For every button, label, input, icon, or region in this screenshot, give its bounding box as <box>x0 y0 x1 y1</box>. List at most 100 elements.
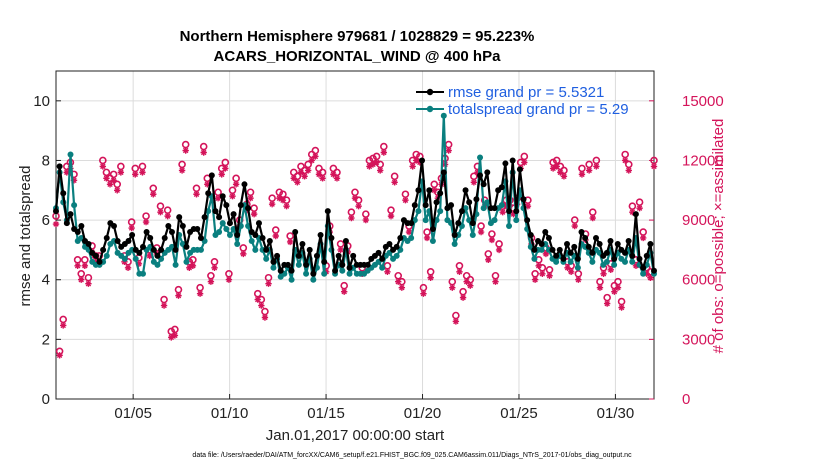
rmse-point <box>506 208 513 215</box>
obs-assimilated-point <box>499 208 506 216</box>
rmse-point <box>129 232 136 238</box>
obs-possible-point <box>261 307 269 316</box>
rmse-point <box>629 252 636 259</box>
totalspread-point <box>506 223 513 230</box>
obs-assimilated-point <box>535 262 542 270</box>
totalspread-point <box>408 234 415 241</box>
totalspread-point <box>440 112 447 119</box>
totalspread-point <box>270 264 277 271</box>
rmse-point <box>419 157 426 164</box>
obs-assimilated-point <box>488 236 496 244</box>
obs-possible-point <box>73 256 82 264</box>
rmse-point <box>342 237 349 244</box>
rmse-point <box>582 234 589 241</box>
totalspread-point <box>451 240 458 247</box>
totalspread-point <box>531 255 538 262</box>
obs-possible-point <box>484 250 493 258</box>
rmse-point <box>219 193 226 200</box>
obs-assimilated-point <box>589 214 596 222</box>
obs-assimilated-point <box>229 193 236 200</box>
obs-assimilated-point <box>384 268 391 275</box>
rmse-point <box>96 258 103 265</box>
totalspread-point <box>480 205 487 212</box>
obs-assimilated-point <box>636 204 643 212</box>
totalspread-point <box>429 237 436 244</box>
obs-assimilated-point <box>614 284 622 291</box>
obs-assimilated-point <box>528 240 535 248</box>
rmse-point <box>259 234 266 241</box>
obs-assimilated-point <box>603 300 611 307</box>
rmse-point <box>567 249 574 256</box>
obs-possible-point <box>286 232 294 240</box>
rmse-point <box>110 223 117 230</box>
obs-assimilated-point <box>225 276 233 283</box>
obs-assimilated-point <box>132 171 139 178</box>
obs-assimilated-point <box>106 181 114 188</box>
rmse-point <box>560 255 567 262</box>
obs-possible-point <box>455 262 464 270</box>
obs-assimilated-point <box>445 147 452 154</box>
totalspread-point <box>103 252 110 259</box>
left-tick-label: 0 <box>42 391 50 408</box>
rmse-point <box>299 240 306 247</box>
rmse-point <box>545 234 552 241</box>
obs-possible-point <box>163 206 172 214</box>
obs-assimilated-point <box>391 179 398 186</box>
obs-assimilated-point <box>56 352 63 359</box>
obs-assimilated-point <box>402 197 409 204</box>
rmse-point <box>411 202 418 209</box>
obs-assimilated-point <box>121 258 128 266</box>
obs-assimilated-point <box>639 234 647 242</box>
obs-assimilated-point <box>81 262 89 270</box>
obs-possible-point <box>81 256 89 264</box>
obs-assimilated-point <box>366 163 373 170</box>
obs-assimilated-point <box>553 163 560 170</box>
rmse-point <box>255 220 262 227</box>
rmse-point <box>288 267 295 274</box>
rmse-line <box>54 159 656 275</box>
obs-possible-point <box>380 142 388 151</box>
obs-possible-point <box>196 283 204 292</box>
right-axis-label: # of obs: o=possible; ×=assimilated <box>710 119 727 354</box>
legend-totalspread-label: totalspread grand pr = 5.29 <box>448 101 629 118</box>
totalspread-point <box>248 237 255 244</box>
obs-assimilated-point <box>211 264 218 271</box>
obs-assimilated-point <box>395 278 402 285</box>
rmse-point <box>498 184 505 191</box>
obs-assimilated-point <box>485 256 492 264</box>
rmse-point <box>223 202 230 209</box>
legend-rmse-label: rmse grand pr = 5.5321 <box>448 84 604 101</box>
rmse-point <box>491 205 498 212</box>
obs-possible-point <box>142 212 150 220</box>
left-tick-label: 4 <box>42 272 50 289</box>
legend-totalspread-marker <box>426 105 434 113</box>
rmse-point <box>274 252 281 259</box>
rmse-point <box>303 261 310 268</box>
obs-assimilated-point <box>265 280 272 287</box>
rmse-point <box>284 261 291 268</box>
chart-title-line1: Northern Hemisphere 979681 / 1028829 = 9… <box>180 28 535 45</box>
rmse-point <box>607 237 614 244</box>
obs-assimilated-point <box>373 159 380 166</box>
obs-assimilated-point <box>139 169 146 176</box>
obs-possible-point <box>336 240 345 248</box>
obs-possible-point <box>578 164 586 173</box>
obs-assimilated-point <box>124 264 132 271</box>
rmse-point <box>317 232 324 238</box>
obs-assimilated-point <box>387 212 395 220</box>
obs-possible-point <box>491 271 500 280</box>
obs-possible-point <box>423 228 431 236</box>
obs-possible-point <box>340 281 348 290</box>
obs-assimilated-point <box>272 232 279 240</box>
totalspread-point <box>574 264 581 271</box>
obs-assimilated-point <box>200 149 207 156</box>
rmse-point <box>585 243 592 250</box>
rmse-point <box>208 172 215 179</box>
rmse-point <box>502 160 509 167</box>
obs-assimilated-point <box>247 195 254 202</box>
rmse-point <box>324 208 331 215</box>
obs-possible-point <box>268 194 276 203</box>
rmse-point <box>364 261 371 268</box>
rmse-point <box>429 226 436 233</box>
obs-assimilated-point <box>63 169 71 176</box>
